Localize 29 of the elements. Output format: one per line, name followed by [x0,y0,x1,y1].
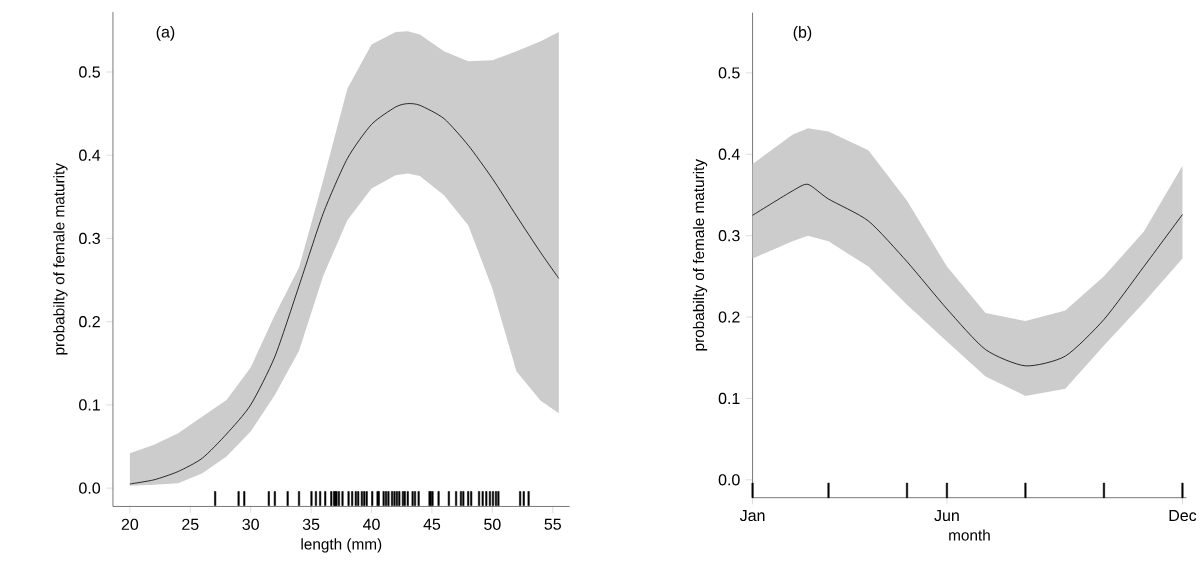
y-tick-label: 0.0 [718,474,740,486]
x-tick-label: Dec [1169,510,1197,522]
y-axis-title: probabilty of female maturity [53,163,68,355]
x-tick-label: 30 [242,518,259,531]
y-tick-label: 0.5 [79,66,100,78]
x-tick-label: 20 [121,518,139,531]
x-tick-label: 35 [302,518,320,531]
x-tick-label: Jan [739,510,765,522]
y-tick-label: 0.2 [79,316,100,328]
annotation: (a) [156,26,175,41]
x-tick-label: 25 [182,518,199,531]
y-tick-label: 0.3 [718,230,740,242]
y-tick-label: 0.3 [79,232,100,245]
annotation: (b) [793,26,812,42]
y-tick-label: 0.5 [718,67,740,79]
y-tick-label: 0.1 [79,399,100,411]
x-tick-label: 55 [544,518,561,530]
x-tick-label: 50 [484,518,501,531]
x-tick-label: 45 [423,518,441,530]
x-tick-label: 40 [363,518,380,531]
x-tick-label: Jun [934,510,959,522]
y-tick-label: 0.4 [718,148,740,161]
x-axis-title: month [949,529,990,541]
y-tick-label: 0.2 [718,311,740,323]
y-axis-title: probabilty of female maturity [692,159,708,351]
y-tick-label: 0.4 [79,149,101,162]
y-tick-label: 0.1 [718,392,740,405]
x-axis-title: length (mm) [301,538,382,553]
y-tick-label: 0.0 [79,482,101,494]
